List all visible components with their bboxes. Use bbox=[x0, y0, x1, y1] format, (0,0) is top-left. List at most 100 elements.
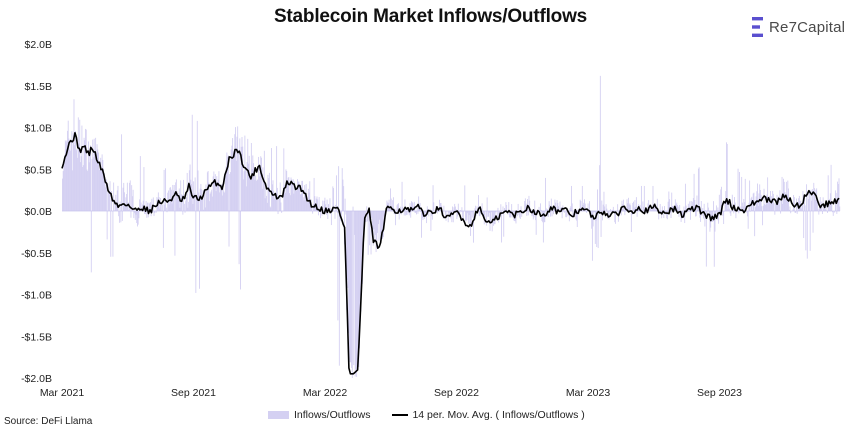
flow-bar bbox=[449, 211, 451, 215]
flow-bar bbox=[760, 194, 762, 211]
flow-bar bbox=[575, 211, 577, 220]
flow-bar bbox=[594, 211, 596, 213]
flow-bar bbox=[359, 211, 361, 322]
flow-bar bbox=[118, 211, 120, 223]
flow-bar bbox=[426, 206, 428, 211]
flow-bar bbox=[64, 155, 66, 211]
flow-bar bbox=[733, 211, 735, 214]
flow-bar bbox=[798, 198, 800, 211]
flow-bar bbox=[219, 188, 221, 211]
flow-bar bbox=[270, 207, 272, 211]
flow-bar bbox=[274, 192, 276, 211]
flow-bar bbox=[165, 168, 167, 211]
flow-bar bbox=[100, 168, 102, 211]
flow-bar bbox=[284, 184, 285, 211]
flow-bar bbox=[801, 208, 802, 211]
flow-bar bbox=[777, 196, 779, 211]
flow-bar bbox=[605, 204, 607, 211]
flow-bar bbox=[261, 188, 263, 211]
flow-bar bbox=[67, 130, 68, 211]
flow-bar bbox=[721, 186, 722, 211]
flow-bar bbox=[518, 211, 520, 215]
flow-bar bbox=[668, 191, 670, 211]
flow-bar bbox=[230, 149, 232, 211]
flow-bar bbox=[397, 203, 399, 211]
flow-bar bbox=[123, 182, 125, 211]
flow-bar bbox=[542, 211, 544, 223]
flow-bar bbox=[690, 200, 692, 211]
flow-bar bbox=[199, 211, 200, 289]
flow-bar bbox=[223, 191, 225, 211]
flow-bar bbox=[621, 200, 623, 211]
flow-bar bbox=[341, 168, 343, 211]
flow-bar bbox=[209, 193, 211, 211]
flow-bar bbox=[815, 189, 817, 211]
flow-bar bbox=[650, 207, 652, 211]
flow-bar bbox=[222, 187, 224, 211]
flow-bar bbox=[374, 211, 376, 239]
flow-bar bbox=[703, 211, 704, 219]
flow-bar bbox=[589, 201, 590, 211]
flow-bar bbox=[259, 172, 261, 211]
flow-bar bbox=[834, 211, 836, 213]
flow-bar bbox=[350, 211, 352, 363]
flow-bar bbox=[149, 203, 151, 211]
flow-bar bbox=[749, 180, 751, 211]
flow-bar bbox=[609, 208, 611, 211]
flow-bar bbox=[674, 199, 676, 211]
flow-bar bbox=[112, 211, 114, 257]
flow-bar bbox=[425, 211, 427, 213]
flow-bar bbox=[306, 201, 308, 211]
flow-bar bbox=[126, 182, 128, 211]
flow-bar bbox=[195, 211, 197, 293]
flow-bar bbox=[683, 206, 685, 211]
flow-bar bbox=[470, 211, 472, 226]
flow-bar bbox=[533, 211, 535, 218]
flow-bar bbox=[312, 211, 314, 214]
flow-bar bbox=[226, 152, 228, 211]
flow-bar bbox=[188, 170, 190, 211]
flow-bar bbox=[175, 179, 177, 211]
flow-bar bbox=[74, 145, 76, 211]
flow-bar bbox=[438, 211, 440, 213]
flow-bar bbox=[273, 198, 275, 211]
flow-bar bbox=[633, 207, 635, 211]
flow-bar bbox=[342, 179, 344, 211]
flow-bar bbox=[510, 211, 512, 218]
flow-bar bbox=[829, 198, 831, 211]
flow-bar bbox=[183, 203, 185, 211]
flow-bar bbox=[63, 165, 65, 211]
flow-bar bbox=[131, 185, 133, 211]
flow-bar bbox=[587, 203, 589, 211]
flow-bar bbox=[206, 191, 208, 211]
flow-bar bbox=[286, 182, 288, 211]
flow-bar bbox=[501, 211, 503, 243]
flow-bar bbox=[787, 180, 789, 211]
flow-bar bbox=[416, 207, 418, 211]
flow-bar bbox=[530, 209, 532, 211]
legend-label-bars: Inflows/Outflows bbox=[294, 409, 371, 421]
flow-bar bbox=[622, 199, 624, 211]
flow-bar bbox=[144, 211, 146, 215]
flow-bar bbox=[625, 208, 627, 211]
flow-bar bbox=[199, 188, 201, 211]
flow-bar bbox=[571, 203, 573, 211]
flow-bar bbox=[162, 204, 164, 211]
flow-bar bbox=[472, 211, 474, 218]
flow-bar bbox=[258, 156, 260, 211]
flow-bar bbox=[419, 202, 421, 211]
flow-bar bbox=[688, 211, 690, 212]
flow-bar bbox=[246, 162, 248, 211]
flow-bar bbox=[105, 179, 107, 211]
flow-bar bbox=[763, 188, 765, 211]
flow-bar bbox=[652, 185, 654, 211]
brand-logo: Re7Capital bbox=[752, 16, 845, 38]
x-tick-label: Sep 2023 bbox=[697, 387, 742, 399]
y-tick-label: $2.0B bbox=[25, 39, 52, 51]
flow-bar bbox=[314, 196, 316, 211]
flow-bar bbox=[579, 199, 581, 211]
flow-bar bbox=[596, 211, 598, 247]
flow-bar bbox=[105, 187, 107, 211]
flow-bar bbox=[251, 169, 253, 211]
flow-bar bbox=[225, 166, 227, 211]
